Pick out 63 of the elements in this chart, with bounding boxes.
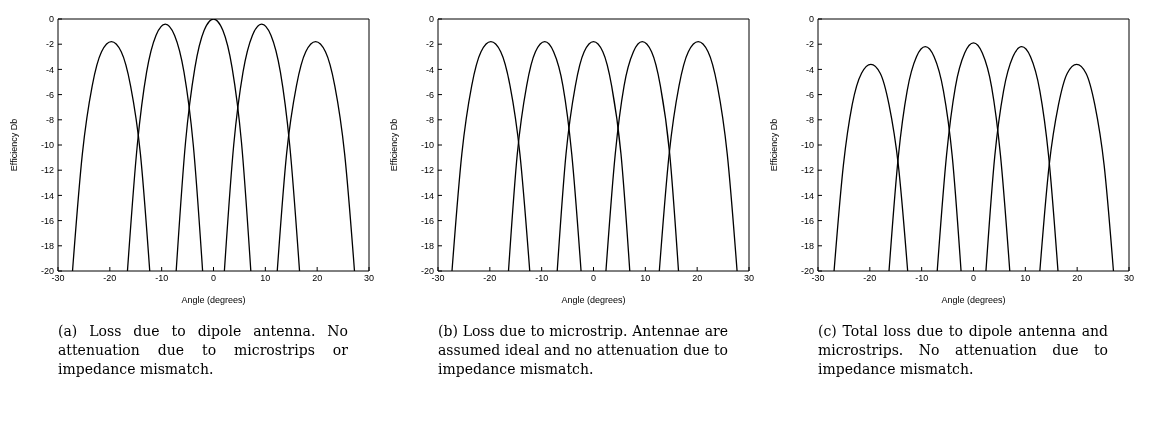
y-axis-title: Efficiency Db [9,118,20,172]
x-tick-label: 30 [743,273,755,284]
x-tick-label: -10 [915,273,929,284]
y-tick-label: -8 [45,115,54,125]
y-tick-label: -12 [800,165,814,176]
y-tick-label: -6 [805,89,814,100]
x-tick-label: -30 [811,273,825,284]
x-tick-label: -10 [535,273,549,284]
y-axis-title: Efficiency Db [769,118,780,172]
y-tick-label: -14 [800,190,814,201]
y-tick-label: -12 [40,165,54,176]
y-tick-label: -8 [805,115,814,125]
y-tick-label: -2 [45,39,54,50]
text: (c) Total loss due to dipole antenna and microstrips. No attenuation due to impedance mismatch. [818,322,1108,379]
x-tick-label: 20 [692,273,703,284]
y-tick-label: -12 [420,165,434,176]
y-axis-title: Efficiency Db [389,118,400,172]
y-tick-label: -2 [425,39,434,50]
text: (a) Loss due to dipole antenna. No attenuation due to microstrips or impedance mismatch. [58,322,348,379]
y-tick-label: 0 [48,14,54,25]
y-tick-label: -18 [420,241,434,251]
x-tick-label: -20 [863,273,877,284]
x-tick-label: -20 [483,273,497,284]
x-tick-label: -20 [103,273,117,284]
y-tick-label: -18 [40,241,54,251]
y-tick-label: -4 [805,64,814,75]
x-tick-label: 10 [260,273,271,284]
y-tick-label: -4 [425,64,434,75]
y-tick-label: -16 [40,215,54,226]
x-tick-label: 0 [210,273,217,284]
y-tick-label: 0 [808,14,814,25]
y-tick-label: -10 [420,140,434,151]
y-tick-label: -14 [420,190,434,201]
y-tick-label: -16 [420,215,434,226]
x-tick-label: 20 [1072,273,1083,284]
y-tick-label: -14 [40,190,54,201]
x-tick-label: 30 [363,273,375,284]
x-axis-title: Angle (degrees) [181,295,246,305]
y-tick-label: -20 [420,266,434,277]
y-tick-label: 0 [428,14,434,25]
y-tick-label: -16 [800,215,814,226]
x-axis-title: Angle (degrees) [561,295,626,305]
y-tick-label: -6 [425,89,434,100]
x-tick-label: 10 [1020,273,1031,284]
x-tick-label: 0 [590,273,597,284]
y-tick-label: -10 [40,140,54,151]
x-tick-label: 10 [640,273,651,284]
y-tick-label: -6 [45,89,54,100]
x-tick-label: -30 [431,273,445,284]
y-tick-label: -8 [425,115,434,125]
x-tick-label: -30 [51,273,65,284]
text: (b) Loss due to microstrip. Antennae are assumed ideal and no attenuation due to impedance mismatch. [438,322,728,379]
x-axis-title: Angle (degrees) [941,295,1006,305]
x-tick-label: 20 [312,273,323,284]
y-tick-label: -20 [800,266,814,277]
y-tick-label: -20 [40,266,54,277]
y-tick-label: -18 [800,241,814,251]
y-tick-label: -10 [800,140,814,151]
y-tick-label: -2 [805,39,814,50]
x-tick-label: 0 [970,273,977,284]
x-tick-label: 30 [1123,273,1135,284]
x-tick-label: -10 [155,273,169,284]
y-tick-label: -4 [45,64,54,75]
